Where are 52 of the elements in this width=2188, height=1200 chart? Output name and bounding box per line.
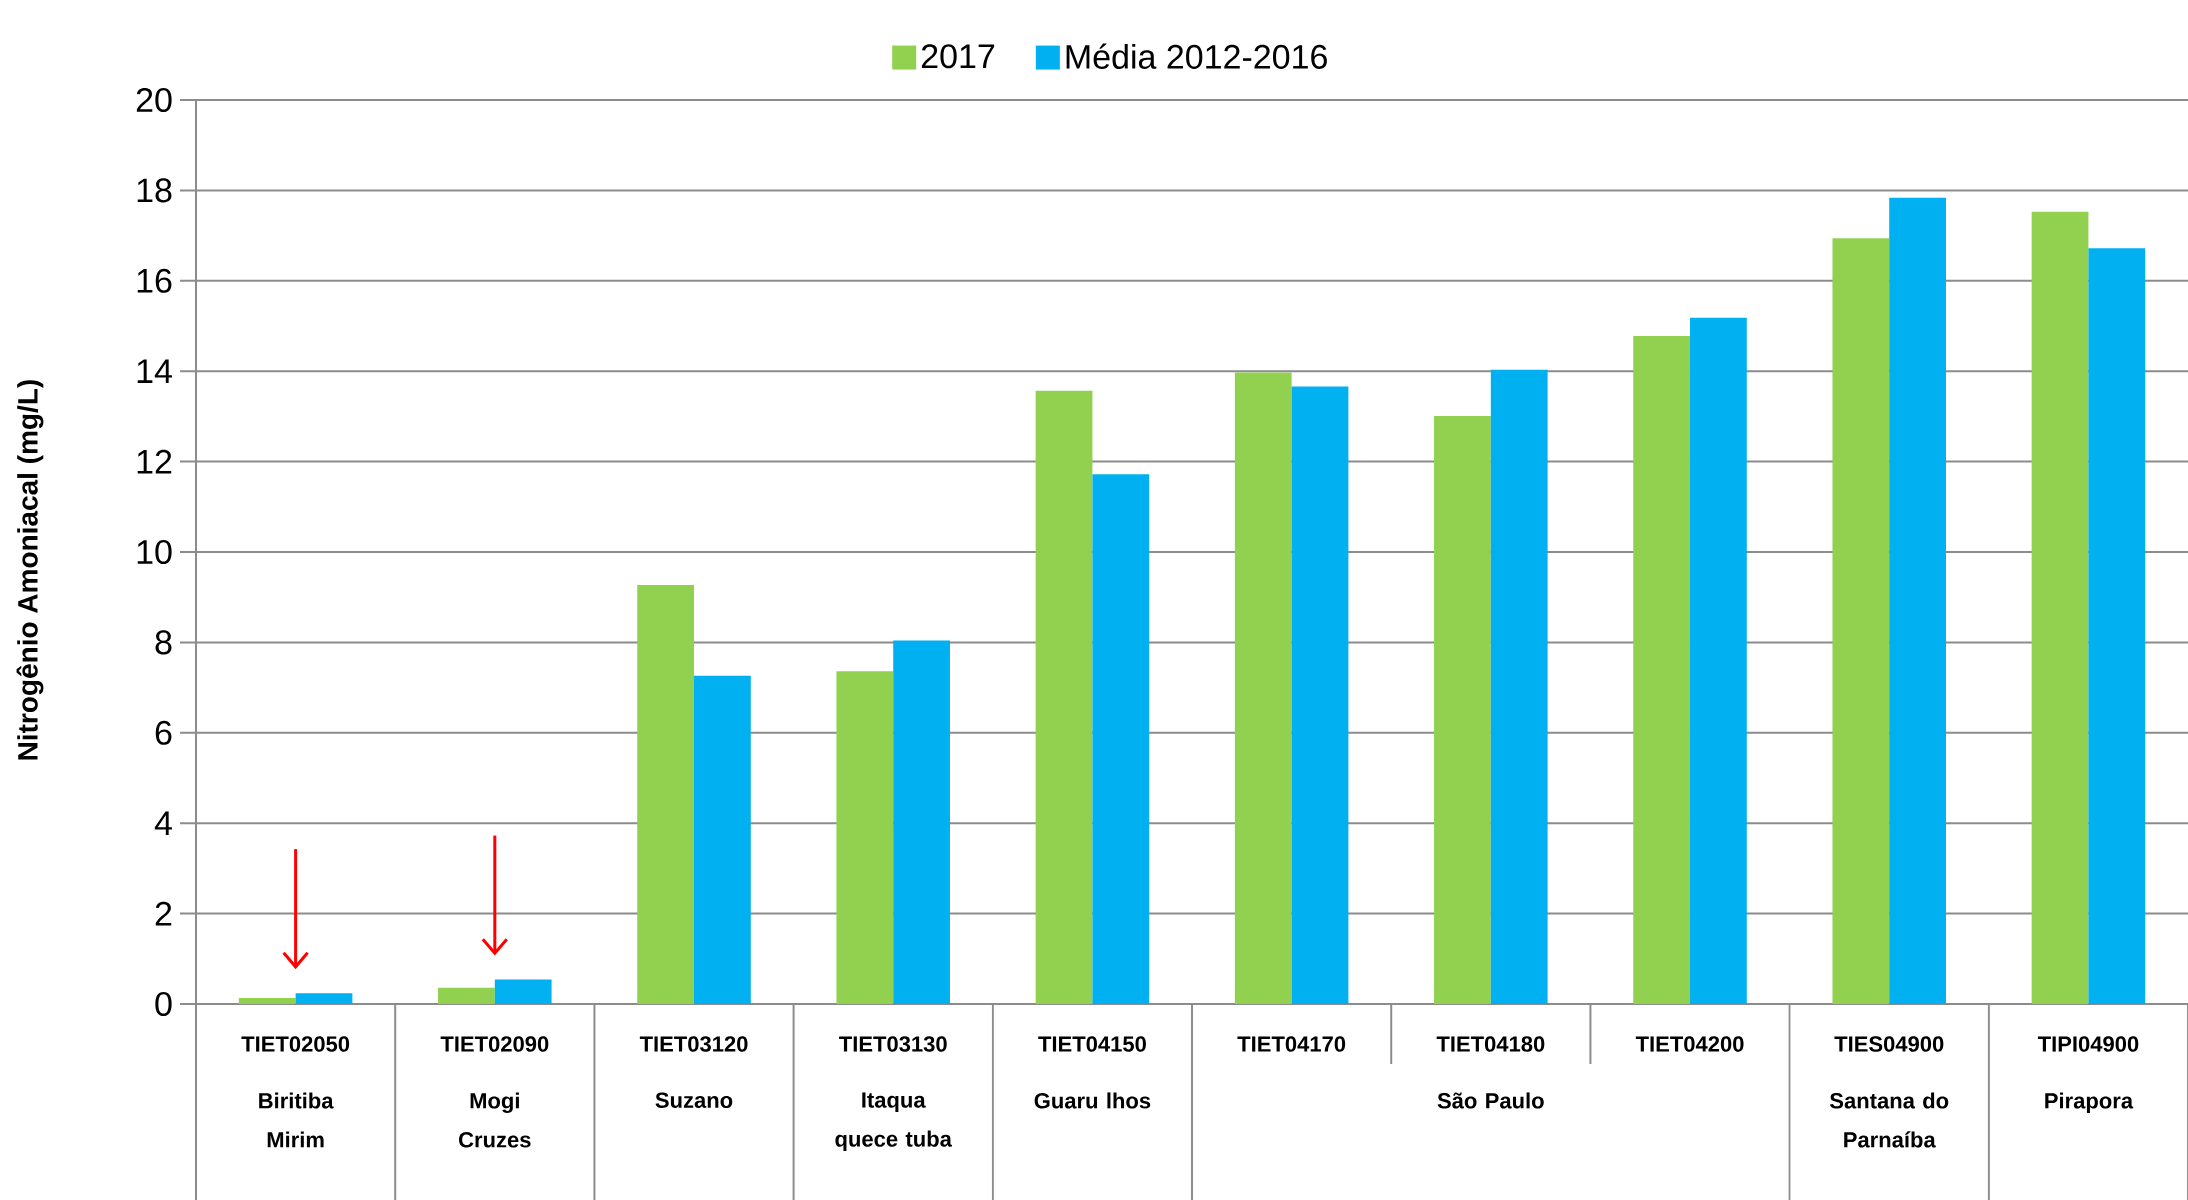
y-tick-label: 4: [154, 811, 172, 835]
bar: [1234, 372, 1292, 1004]
bar: [2088, 248, 2146, 1004]
text: Pirapora: [2045, 1092, 2134, 1113]
bar: [1633, 335, 1691, 1004]
bar: [1889, 197, 1946, 1004]
y-tick-label: 2: [155, 901, 172, 926]
bar: [694, 675, 751, 1004]
y-tick-label: 12: [137, 449, 172, 474]
y-tick-label: 10: [137, 539, 172, 565]
bar: [1035, 390, 1093, 1004]
y-tick-label: 6: [155, 720, 172, 745]
x-tick-label: TIES04900: [1834, 1036, 1944, 1052]
text: Mogi Cruzes: [459, 1092, 531, 1148]
bar: [2031, 211, 2089, 1004]
y-axis-title: Nitrogênio Amoniacal (mg/L): [16, 380, 44, 760]
bar: [438, 987, 495, 1004]
legend-label: Média 2012-2016: [1066, 43, 1327, 69]
bar: [1690, 317, 1747, 1004]
bar: [893, 640, 950, 1004]
text: Suzano: [655, 1092, 733, 1108]
text: São Paulo: [1437, 1092, 1544, 1109]
bar: [238, 998, 296, 1004]
bar: [1092, 474, 1150, 1004]
y-tick-label: 8: [155, 630, 172, 655]
x-tick-label: TIET04180: [1436, 1036, 1545, 1052]
x-tick-label: TIET03120: [639, 1036, 748, 1052]
x-tick-label: TIET04170: [1237, 1036, 1346, 1052]
x-tick-label: TIET04200: [1635, 1036, 1744, 1052]
bar: [836, 671, 894, 1004]
y-tick-label: 16: [137, 268, 172, 293]
x-tick-label: TIET04150: [1038, 1036, 1146, 1052]
y-tick-label: 18: [137, 178, 172, 203]
x-tick-label: TIET02050: [241, 1036, 350, 1052]
bar: [1832, 238, 1890, 1004]
y-tick-label: 20: [136, 87, 172, 113]
text: Biritiba Mirim: [259, 1092, 334, 1148]
x-tick-label: TIPI04900: [2037, 1036, 2139, 1052]
legend-label: 2017: [921, 44, 995, 69]
y-tick-label: 0: [155, 991, 172, 1017]
text: Guaru lhos: [1034, 1092, 1151, 1109]
y-tick-label: 14: [137, 359, 172, 383]
bar: [637, 585, 695, 1004]
bar: [494, 979, 552, 1004]
x-tick-label: TIET03130: [839, 1036, 947, 1052]
text: Itaqua quece tuba: [835, 1092, 953, 1152]
bar: [1291, 386, 1349, 1004]
bar: [1434, 415, 1491, 1004]
x-tick-label: TIET02090: [440, 1036, 549, 1052]
bar: [295, 993, 353, 1004]
text: Santana do Parnaíba: [1829, 1092, 1949, 1148]
bar: [1490, 369, 1548, 1004]
